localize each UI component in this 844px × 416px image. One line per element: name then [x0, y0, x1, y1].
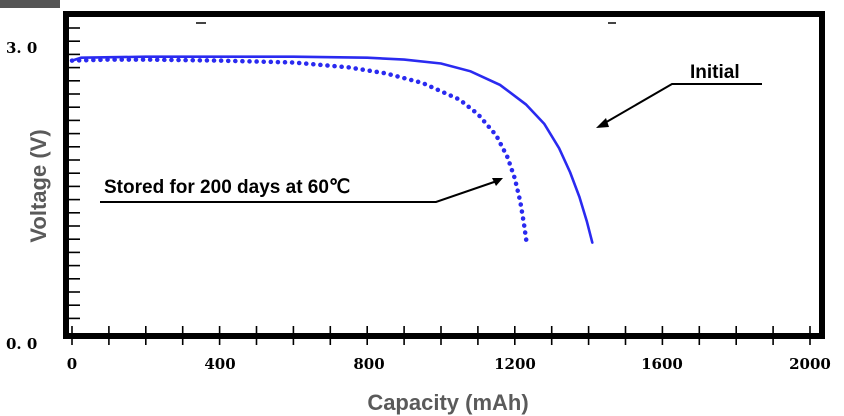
- bottom-axis-ticks: [71, 326, 811, 345]
- y-tick-label: 3. 0: [6, 39, 37, 57]
- annotation-stored: Stored for 200 days at 60℃: [100, 177, 503, 203]
- x-tick-label: 2000: [789, 355, 831, 373]
- plot-frame: [63, 11, 825, 339]
- x-tick-labels: 0 400 800 1200 1600 2000: [67, 355, 831, 373]
- x-tick-label: 800: [353, 355, 384, 373]
- series-line-initial: [70, 55, 594, 244]
- annotation-label-initial: Initial: [690, 62, 740, 83]
- annotation-leader-stored: [100, 180, 498, 203]
- annotation-label-stored: Stored for 200 days at 60℃: [104, 177, 350, 198]
- annotation-initial: Initial: [596, 62, 762, 128]
- y-tick-label: 0. 0: [6, 335, 37, 353]
- arrowhead-icon: [596, 118, 609, 128]
- y-tick-labels: 3. 0 0. 0: [6, 39, 37, 353]
- x-tick-label: 1600: [641, 355, 683, 373]
- arrowhead-icon: [492, 178, 503, 186]
- annotation-leader-initial: [602, 83, 762, 125]
- x-tick-label: 400: [204, 355, 235, 373]
- x-tick-label: 0: [67, 355, 77, 373]
- y-axis-title: Voltage (V): [26, 129, 51, 242]
- cropped-header-fragment: [0, 0, 616, 24]
- series-line-stored: [69, 57, 529, 245]
- x-tick-label: 1200: [494, 355, 536, 373]
- x-axis-title: Capacity (mAh): [367, 390, 528, 415]
- left-axis-ticks: [69, 27, 80, 320]
